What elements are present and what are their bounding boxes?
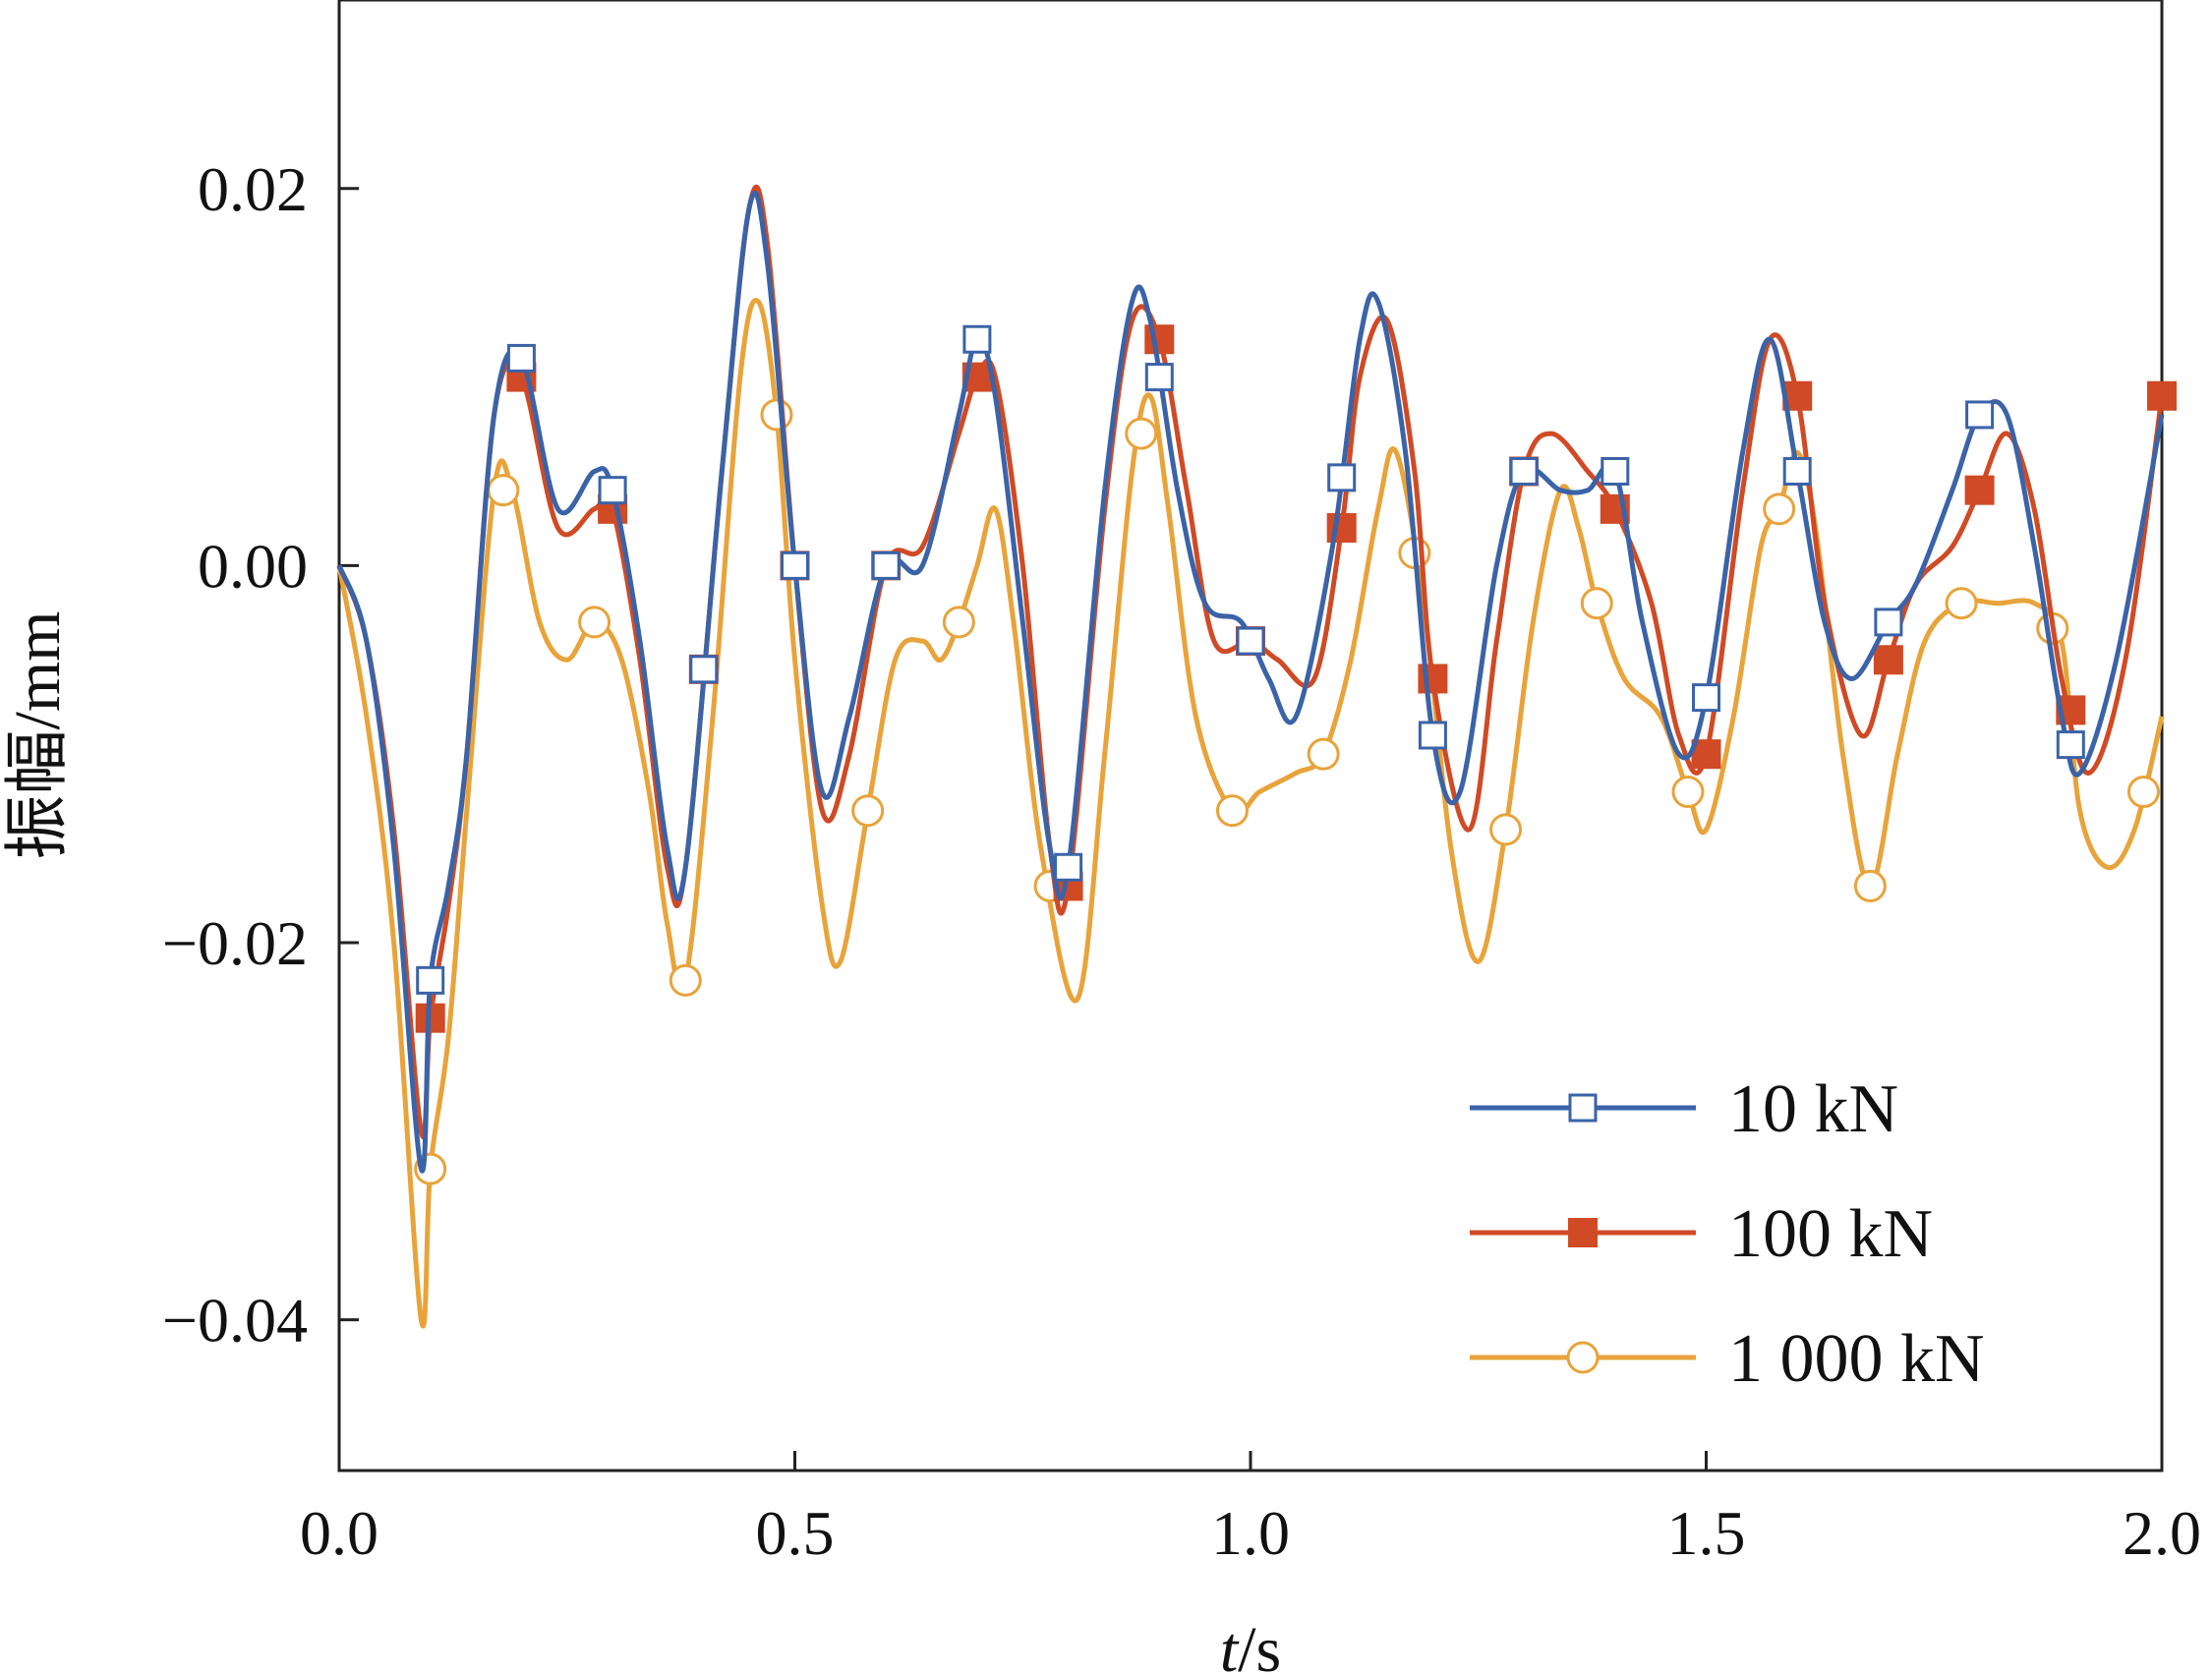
x-tick-label: 0.5 (756, 1498, 835, 1568)
data-point-marker (1965, 400, 1995, 430)
series-1 (336, 184, 2177, 1139)
data-point-marker (506, 343, 536, 373)
data-point-marker (2147, 380, 2177, 411)
legend-label: 10 kN (1728, 1071, 1898, 1147)
data-point-marker (1945, 587, 1978, 620)
y-axis-label: 振幅/mm (2, 610, 74, 859)
legend-marker (1566, 1341, 1600, 1374)
data-point-marker (1873, 645, 1903, 675)
data-point-marker (1601, 456, 1630, 486)
legend-label: 100 kN (1728, 1196, 1933, 1272)
data-point-marker (781, 550, 809, 580)
data-point-marker (1307, 737, 1340, 771)
data-point-marker (1489, 813, 1523, 846)
data-point-marker (1874, 607, 1903, 637)
legend-item: 1 000 kN (1470, 1321, 1985, 1397)
data-point-marker (1054, 852, 1083, 882)
data-point-marker (669, 963, 702, 997)
data-point-marker (1509, 456, 1539, 486)
data-point-marker (1125, 417, 1158, 450)
legend: 10 kN 100 kN 1 000 kN (1470, 1071, 1985, 1397)
y-tick-label: 0.00 (198, 531, 308, 601)
data-point-marker (851, 794, 885, 828)
data-point-marker (1964, 475, 1995, 505)
x-tick-label: 1.5 (1667, 1498, 1746, 1568)
data-point-marker (578, 606, 611, 639)
y-tick-label: −0.04 (162, 1286, 308, 1356)
x-axis-label-var: t (1220, 1614, 1240, 1675)
data-point-marker (1580, 587, 1613, 620)
data-point-marker (1144, 363, 1174, 392)
data-point-marker (962, 324, 992, 354)
data-point-marker (2126, 776, 2160, 809)
series-layer (336, 184, 2177, 1329)
y-tick-label: −0.02 (162, 908, 308, 978)
data-point-marker (1853, 869, 1887, 902)
data-point-marker (1763, 492, 1796, 526)
series-line (336, 298, 2165, 1329)
data-point-marker (487, 474, 520, 507)
y-tick-label: 0.02 (198, 154, 308, 224)
data-point-marker (598, 476, 627, 505)
axis-ticks: 0.0 0.5 1.0 1.5 2.0 0.02 0.00 −0.02 −0.04 (162, 154, 2201, 1568)
series-line (336, 191, 2165, 1174)
data-point-marker (1692, 683, 1720, 713)
x-tick-label: 0.0 (300, 1498, 378, 1568)
data-point-marker (1671, 776, 1705, 809)
data-point-marker (942, 606, 975, 639)
data-point-marker (689, 655, 719, 684)
x-tick-label: 1.0 (1211, 1498, 1290, 1568)
data-point-marker (416, 965, 445, 995)
data-point-marker (760, 398, 793, 432)
legend-marker (1568, 1093, 1598, 1123)
x-axis-label-unit: /s (1238, 1614, 1281, 1675)
legend-item: 100 kN (1470, 1196, 1933, 1272)
legend-marker (1568, 1218, 1598, 1247)
data-point-marker (1691, 739, 1721, 770)
data-point-marker (1418, 721, 1447, 750)
legend-item: 10 kN (1470, 1071, 1898, 1147)
data-point-marker (2056, 730, 2085, 760)
data-point-marker (1327, 463, 1357, 492)
legend-label: 1 000 kN (1728, 1321, 1985, 1397)
data-point-marker (871, 550, 901, 580)
series-0 (336, 191, 2165, 1174)
x-axis-label: t/s (1220, 1614, 1281, 1675)
data-point-marker (1236, 626, 1265, 656)
x-tick-label: 2.0 (2123, 1498, 2201, 1568)
series-2 (336, 298, 2165, 1329)
data-point-marker (1782, 456, 1812, 486)
data-point-marker (1215, 794, 1249, 828)
